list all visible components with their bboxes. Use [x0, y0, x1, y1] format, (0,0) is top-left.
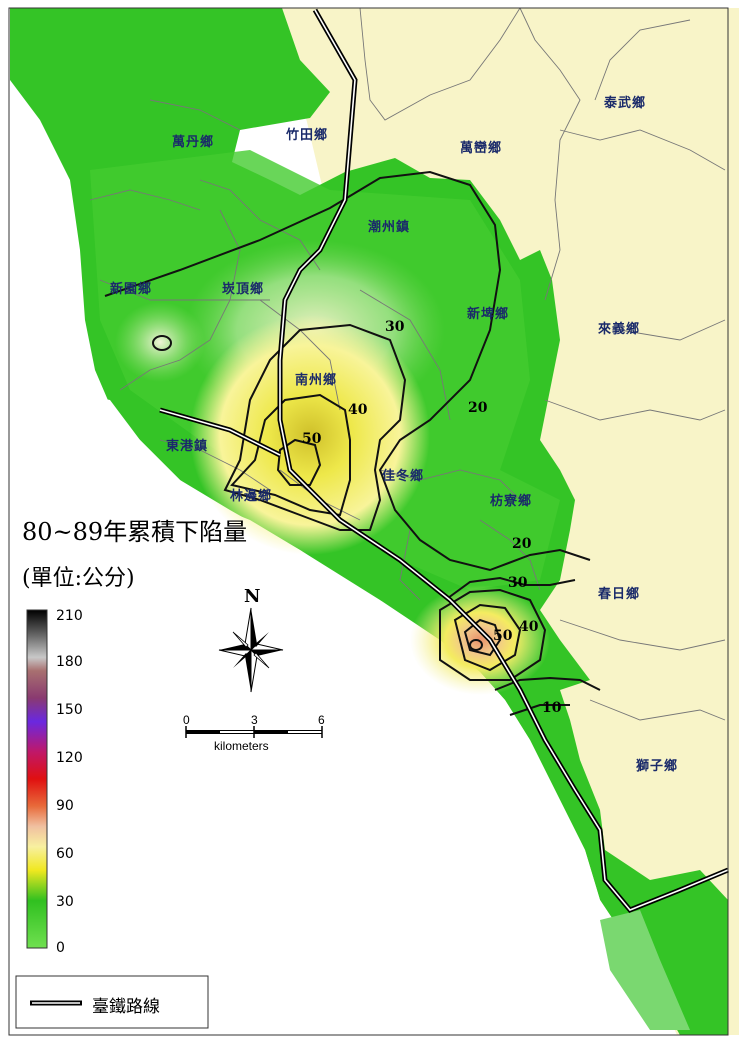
legend-tick: 180	[56, 654, 83, 670]
north-arrow-icon: N	[218, 586, 284, 693]
legend-tick: 0	[56, 940, 65, 956]
svg-text:0: 0	[183, 713, 190, 727]
town-label: 竹田鄉	[285, 127, 328, 143]
legend-tick: 120	[56, 750, 83, 766]
legend-tick: 90	[56, 798, 74, 814]
scale-unit: kilometers	[214, 739, 269, 753]
town-label: 佳冬鄉	[382, 468, 424, 484]
contour-label: 30	[385, 319, 405, 335]
legend-tick: 60	[56, 846, 74, 862]
railway-line	[159, 8, 729, 913]
railway-legend-label: 臺鐵路線	[92, 997, 160, 1017]
contour-label: 30	[508, 575, 528, 591]
town-labels: 萬丹鄉 竹田鄉 萬巒鄉 泰武鄉 潮州鎮 新園鄉 崁頂鄉 新埤鄉 來義鄉 南州鄉 …	[110, 95, 678, 774]
map-unit: (單位:公分)	[22, 566, 135, 591]
color-legend: 210 180 150 120 90 60 30 0	[26, 608, 83, 956]
town-label: 萬丹鄉	[172, 134, 214, 150]
contour-label: 20	[512, 536, 532, 552]
contour-label: 50	[493, 628, 513, 644]
map-title: 80~89年累積下陷量	[22, 518, 248, 546]
svg-text:3: 3	[251, 713, 258, 727]
contour-label: 40	[348, 402, 368, 418]
north-label: N	[244, 586, 260, 607]
town-label: 春日鄉	[597, 586, 640, 602]
contour-label: 40	[519, 619, 539, 635]
contour-label: 50	[302, 431, 322, 447]
town-label: 泰武鄉	[603, 95, 646, 111]
town-label: 萬巒鄉	[460, 140, 502, 156]
town-label: 新埤鄉	[467, 306, 509, 322]
town-label: 林邊鄉	[230, 488, 272, 504]
legend-tick: 150	[56, 702, 83, 718]
town-label: 崁頂鄉	[222, 281, 264, 297]
town-label: 南州鄉	[295, 372, 337, 388]
contour-label: 20	[468, 400, 488, 416]
town-label: 來義鄉	[598, 321, 640, 337]
svg-text:6: 6	[318, 713, 325, 727]
town-label: 潮州鎮	[368, 219, 410, 235]
scale-bar: 0 3 6 kilometers	[183, 713, 325, 753]
contour-labels: 30 40 50 20 20 30 50 40 10	[302, 319, 562, 716]
legend-tick: 210	[56, 608, 83, 624]
town-label: 枋寮鄉	[490, 493, 532, 509]
town-label: 獅子鄉	[635, 758, 678, 774]
railway-legend	[15, 975, 209, 1029]
legend-tick: 30	[56, 894, 74, 910]
town-label: 東港鎮	[166, 438, 208, 454]
town-label: 新園鄉	[110, 281, 152, 297]
contour-label: 10	[542, 700, 562, 716]
